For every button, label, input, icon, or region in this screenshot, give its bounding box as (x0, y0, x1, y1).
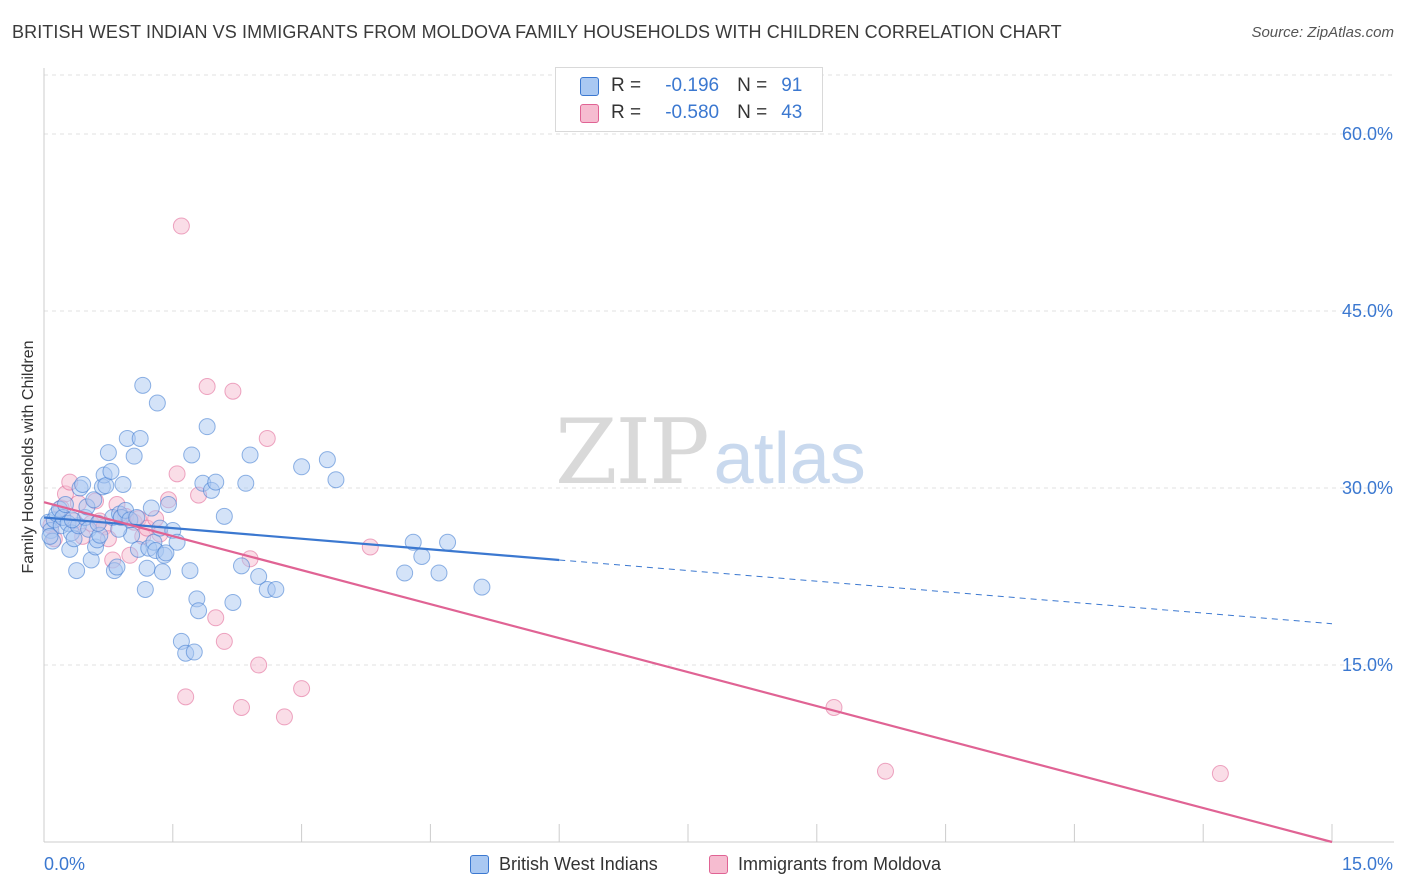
point-british-west-indians (207, 473, 225, 491)
legend-n-value-blue: 91 (781, 75, 803, 96)
point-british-west-indians (108, 558, 126, 576)
bottom-legend-blue: British West Indians (470, 851, 658, 877)
correlation-legend: R = -0.196 N = 91 R = -0.580 N = 43 (555, 67, 823, 132)
point-british-west-indians (327, 471, 345, 489)
point-british-west-indians (318, 451, 336, 469)
point-british-west-indians (439, 533, 457, 551)
point-immigrants-moldova (168, 465, 186, 483)
point-british-west-indians (241, 446, 259, 464)
legend-n-value-pink: 43 (781, 102, 803, 123)
watermark-atlas: atlas (713, 419, 866, 499)
x-tick-label: 0.0% (44, 854, 85, 874)
point-british-west-indians (396, 564, 414, 582)
point-british-west-indians (138, 559, 156, 577)
legend-swatch-pink (580, 103, 599, 123)
point-immigrants-moldova (258, 429, 276, 447)
point-british-west-indians (237, 474, 255, 492)
legend-r-value-pink: -0.580 (665, 102, 720, 123)
y-tick-label: 60.0% (1342, 124, 1393, 144)
point-immigrants-moldova (876, 762, 894, 780)
point-british-west-indians (85, 491, 103, 509)
trendline-british-west-indians-extension (559, 559, 1333, 625)
point-british-west-indians (473, 578, 491, 596)
point-british-west-indians (136, 580, 154, 598)
point-british-west-indians (198, 418, 216, 436)
point-british-west-indians (99, 444, 117, 462)
point-british-west-indians (41, 527, 59, 545)
bottom-legend-label-pink: Immigrants from Moldova (738, 853, 942, 874)
point-immigrants-moldova (177, 688, 195, 706)
point-british-west-indians (181, 562, 199, 580)
point-british-west-indians (224, 593, 242, 611)
point-british-west-indians (102, 462, 120, 480)
legend-r-value-blue: -0.196 (665, 75, 720, 96)
point-british-west-indians (134, 376, 152, 394)
trendline-british-west-indians (43, 516, 560, 562)
legend-r-label: R = (611, 102, 642, 123)
point-british-west-indians (293, 458, 311, 476)
point-british-west-indians (185, 643, 203, 661)
y-tick-label: 30.0% (1342, 478, 1393, 498)
y-tick-label: 45.0% (1342, 301, 1393, 321)
point-british-west-indians (125, 447, 143, 465)
point-immigrants-moldova (1211, 765, 1229, 783)
legend-row-blue: R = -0.196 N = 91 (580, 73, 802, 99)
point-british-west-indians (148, 394, 166, 412)
x-tick-label: 15.0% (1342, 854, 1393, 874)
point-immigrants-moldova (250, 656, 268, 674)
point-british-west-indians (232, 557, 250, 575)
legend-r-label: R = (611, 75, 642, 96)
point-immigrants-moldova (293, 680, 311, 698)
point-british-west-indians (128, 509, 146, 526)
point-british-west-indians (157, 544, 175, 562)
point-immigrants-moldova (275, 708, 293, 726)
bottom-legend-pink: Immigrants from Moldova (709, 851, 941, 877)
point-british-west-indians (131, 429, 149, 447)
bottom-legend-swatch-pink (709, 854, 728, 874)
bottom-legend-swatch-blue (470, 854, 489, 874)
point-immigrants-moldova (172, 217, 190, 235)
point-immigrants-moldova (207, 609, 225, 627)
point-british-west-indians (413, 547, 431, 565)
point-immigrants-moldova (361, 538, 379, 556)
y-tick-label: 15.0% (1342, 655, 1393, 675)
point-british-west-indians (97, 477, 115, 495)
point-british-west-indians (183, 446, 201, 464)
legend-n-label: N = (737, 102, 768, 123)
legend-n-label: N = (737, 75, 768, 96)
point-british-west-indians (190, 602, 208, 620)
point-immigrants-moldova (224, 382, 242, 400)
point-british-west-indians (430, 564, 448, 582)
legend-swatch-blue (580, 76, 599, 96)
bottom-legend-label-blue: British West Indians (499, 853, 658, 874)
point-british-west-indians (267, 580, 285, 598)
point-british-west-indians (114, 475, 132, 493)
point-immigrants-moldova (198, 378, 216, 396)
point-british-west-indians (74, 475, 92, 493)
point-immigrants-moldova (232, 698, 250, 716)
point-british-west-indians (153, 563, 171, 581)
point-immigrants-moldova (215, 632, 233, 650)
point-british-west-indians (215, 507, 233, 525)
trendline-immigrants-moldova (43, 501, 1333, 844)
point-british-west-indians (250, 568, 268, 585)
source-label: Source: ZipAtlas.com (1251, 24, 1394, 41)
point-british-west-indians (68, 562, 86, 580)
point-british-west-indians (160, 496, 178, 514)
point-british-west-indians (404, 533, 422, 551)
legend-row-pink: R = -0.580 N = 43 (580, 100, 802, 126)
chart-title: BRITISH WEST INDIAN VS IMMIGRANTS FROM M… (12, 22, 1062, 42)
point-british-west-indians (142, 499, 160, 517)
